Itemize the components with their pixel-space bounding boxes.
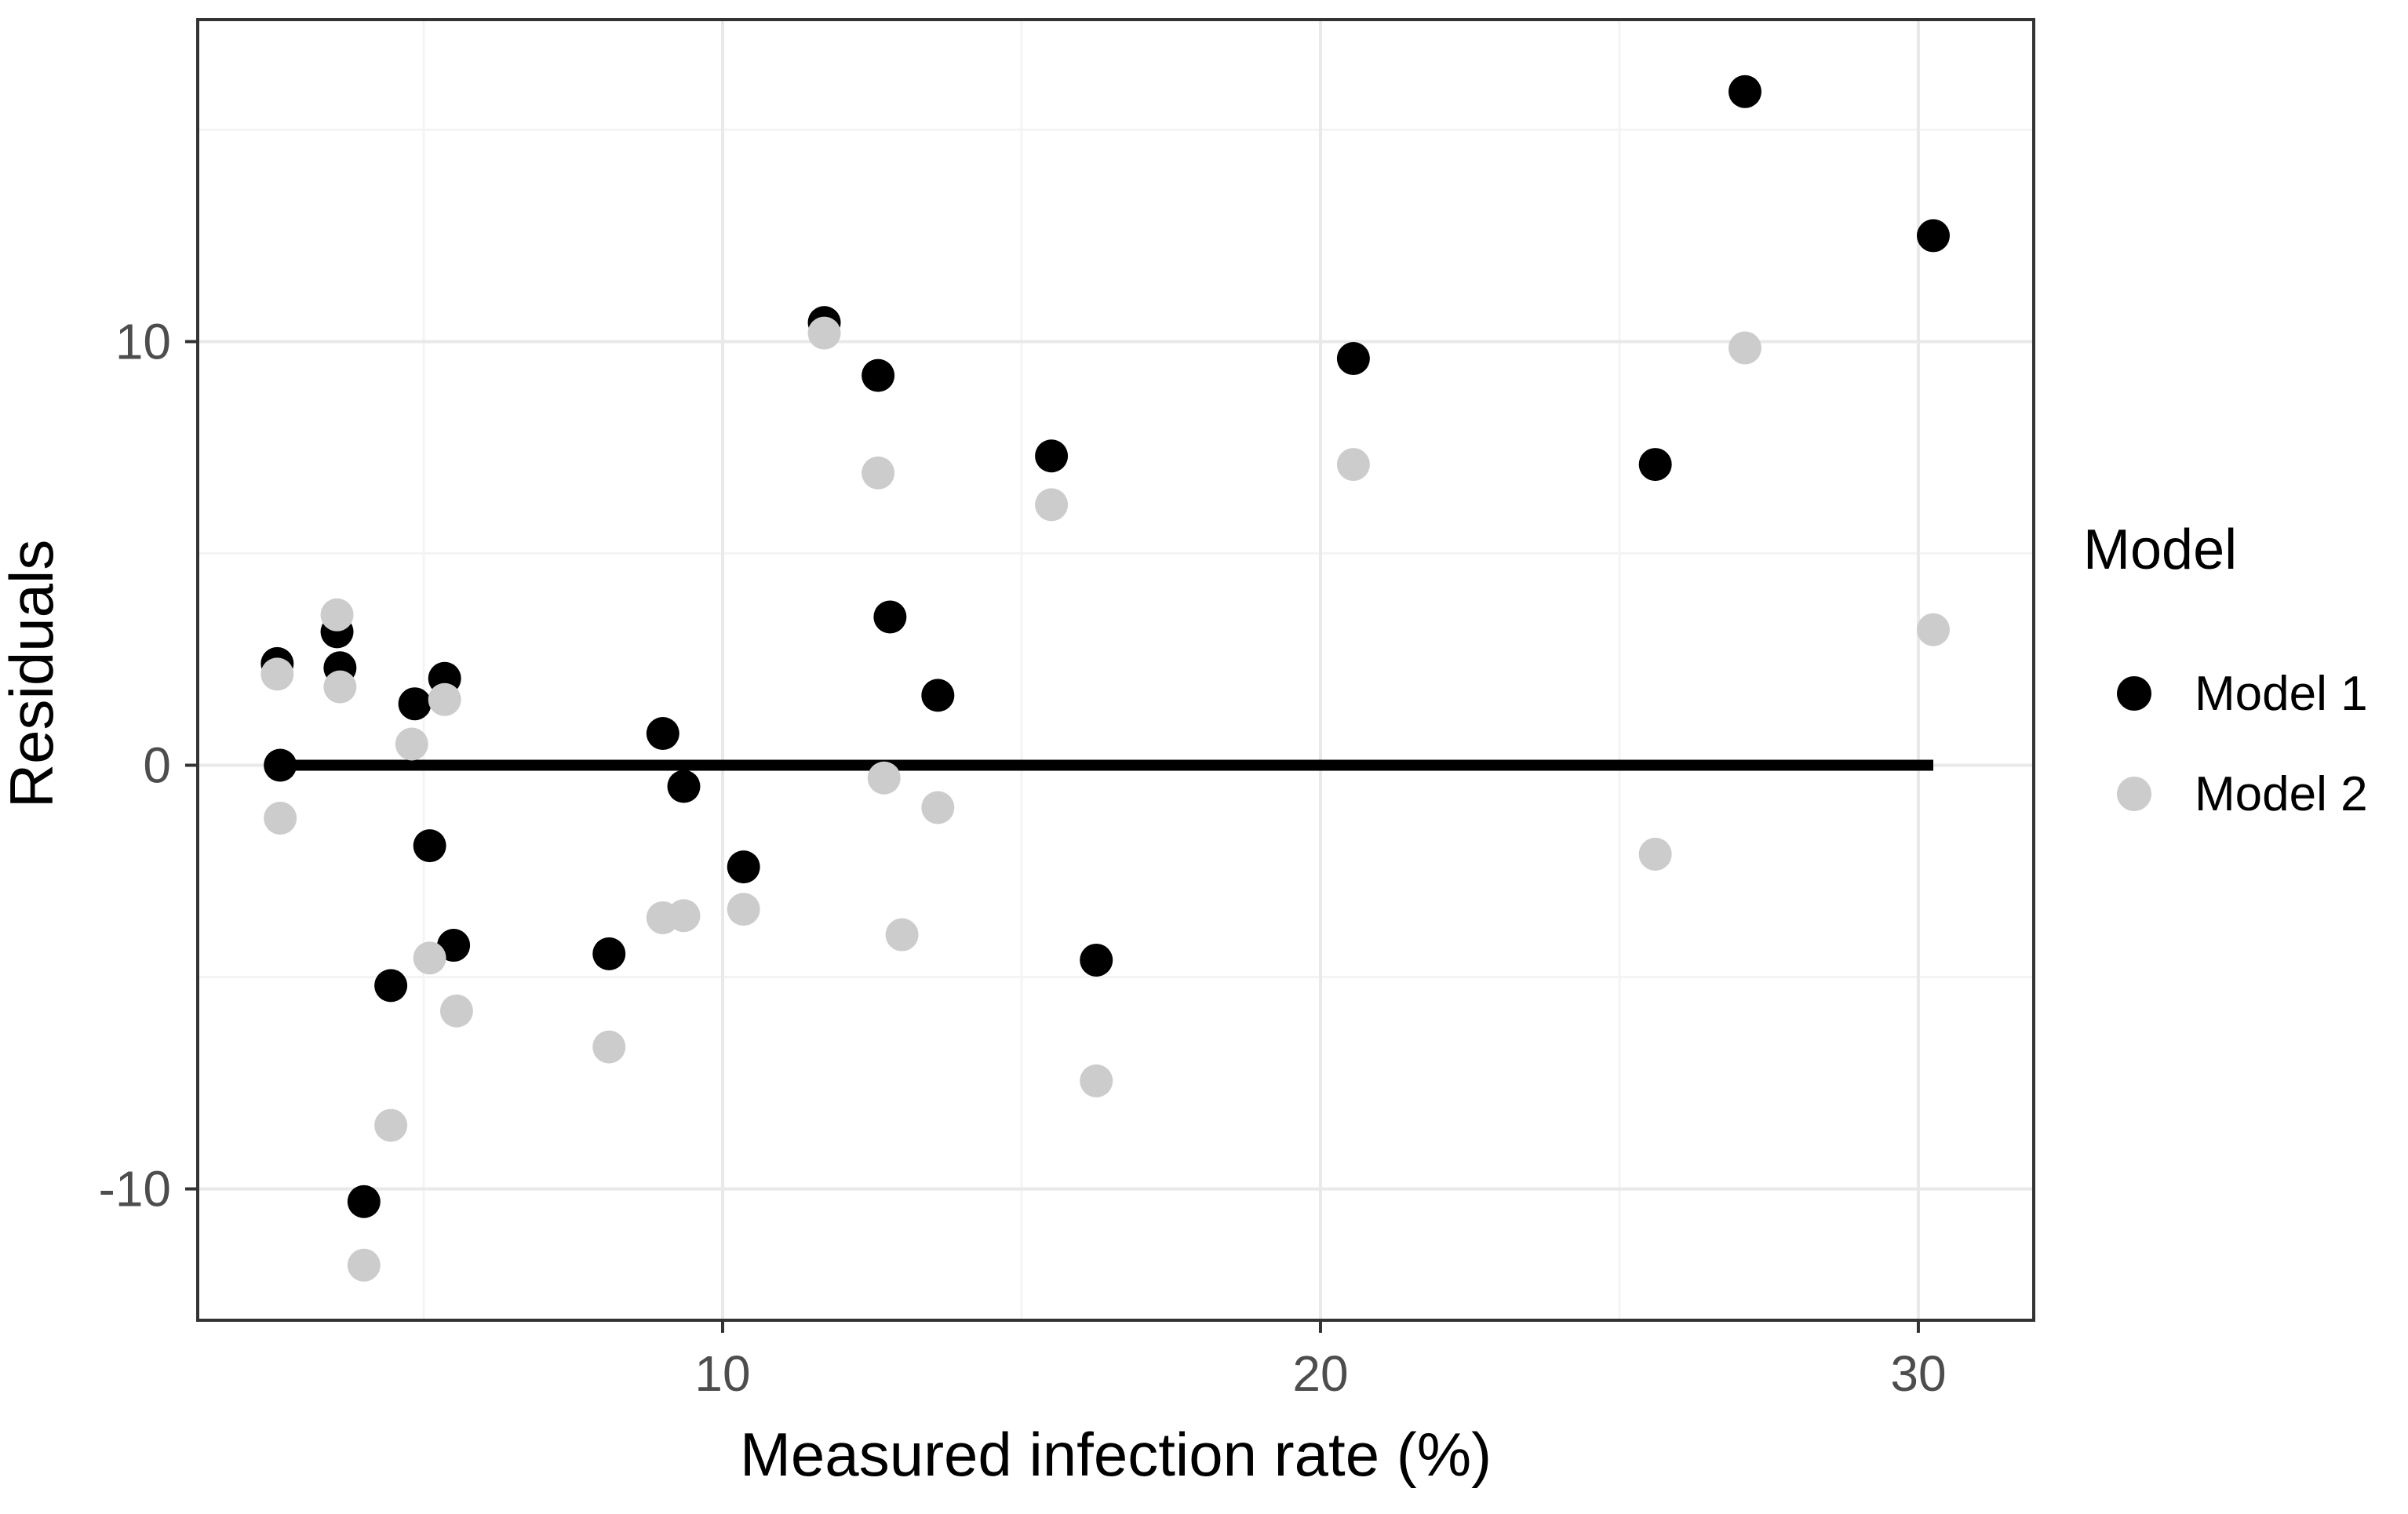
panel-border [196, 18, 2035, 1322]
legend-entry-model-2: Model 2 [2083, 744, 2405, 844]
x-tick-label: 30 [1890, 1345, 1946, 1402]
data-point-model-2 [1336, 448, 1370, 482]
data-point-model-1 [592, 937, 626, 970]
model-1-point-icon [2117, 676, 2151, 711]
data-point-model-1 [862, 358, 895, 392]
legend-title: Model [2083, 519, 2238, 581]
data-point-model-1 [646, 717, 679, 751]
legend: Model Model 1 Model 2 [2083, 518, 2405, 844]
data-point-model-2 [1916, 613, 1950, 646]
data-point-model-2 [260, 657, 294, 691]
data-point-model-1 [264, 748, 297, 782]
data-point-model-1 [667, 770, 701, 803]
model-2-point-icon [2117, 777, 2151, 811]
data-point-model-2 [323, 670, 357, 704]
y-tick-label: 0 [143, 737, 171, 794]
legend-key [2083, 777, 2185, 811]
x-tick-label: 10 [694, 1345, 750, 1402]
data-point-model-2 [1728, 331, 1761, 365]
data-point-model-1 [1080, 943, 1113, 977]
data-point-model-2 [413, 941, 446, 975]
data-point-model-2 [727, 893, 760, 926]
legend-key [2083, 676, 2185, 711]
data-point-model-2 [1035, 488, 1069, 522]
data-point-model-1 [921, 679, 955, 712]
data-point-model-1 [727, 850, 760, 884]
data-point-model-1 [1916, 219, 1950, 253]
data-point-model-2 [374, 1108, 408, 1142]
data-point-model-2 [264, 802, 297, 835]
panel-background [198, 20, 2034, 1320]
legend-label: Model 1 [2195, 666, 2368, 721]
y-tick-label: 10 [115, 313, 171, 369]
data-point-model-2 [395, 727, 428, 761]
data-point-model-1 [1728, 75, 1761, 108]
x-tick-label: 20 [1292, 1345, 1348, 1402]
data-point-model-2 [439, 994, 473, 1028]
data-point-model-1 [1336, 342, 1370, 376]
data-point-model-1 [873, 600, 907, 634]
y-axis-title: Residuals [0, 539, 67, 809]
data-point-model-2 [921, 791, 955, 824]
data-point-model-2 [862, 456, 895, 490]
data-point-model-2 [1638, 837, 1672, 871]
legend-label: Model 2 [2195, 766, 2368, 821]
data-point-model-2 [867, 761, 901, 795]
legend-entry-model-1: Model 1 [2083, 643, 2405, 744]
data-point-model-1 [398, 687, 432, 721]
data-point-model-2 [807, 316, 841, 350]
data-point-model-1 [374, 969, 408, 1003]
data-point-model-2 [1080, 1064, 1113, 1097]
data-point-model-2 [667, 899, 701, 933]
x-axis-title: Measured infection rate (%) [739, 1420, 1492, 1489]
data-point-model-2 [428, 682, 461, 716]
y-tick-label: -10 [99, 1161, 172, 1217]
data-point-model-2 [347, 1248, 381, 1282]
data-point-model-2 [320, 598, 354, 631]
data-point-model-1 [347, 1185, 381, 1218]
data-point-model-2 [885, 918, 919, 952]
data-point-model-1 [1638, 448, 1672, 482]
data-point-model-1 [413, 829, 446, 863]
data-point-model-2 [592, 1030, 626, 1064]
data-point-model-1 [1035, 439, 1069, 473]
